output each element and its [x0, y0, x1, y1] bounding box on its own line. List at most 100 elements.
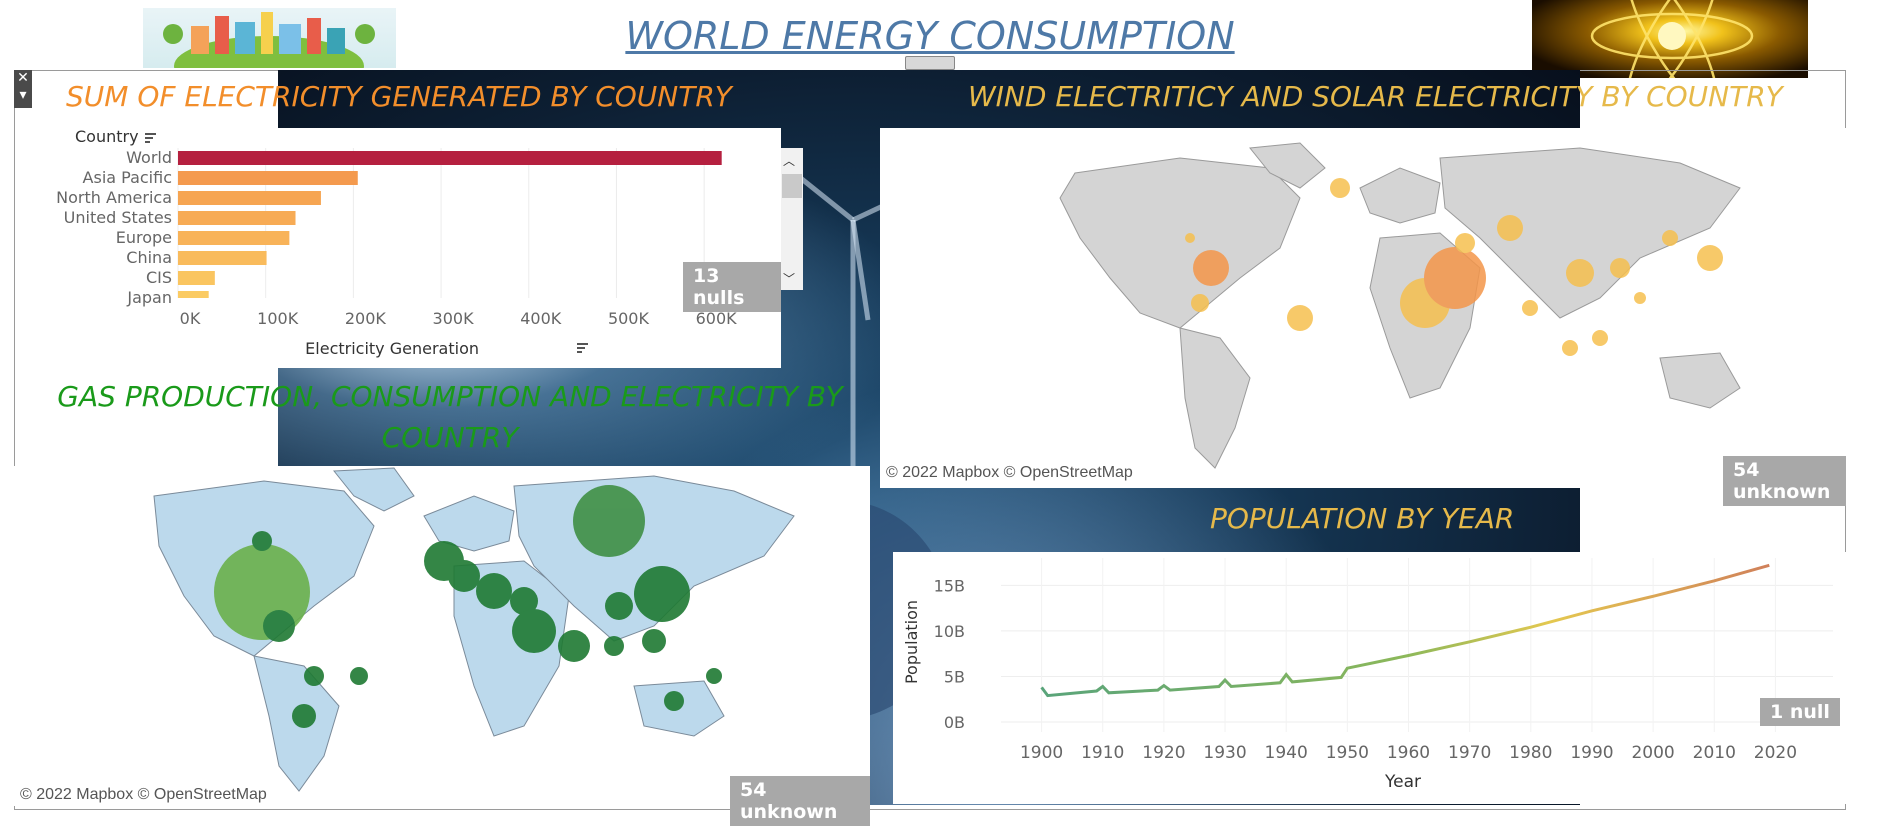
wind-solar-bubble[interactable] [1193, 250, 1229, 286]
wind-solar-bubble[interactable] [1697, 245, 1723, 271]
wind-solar-bubble[interactable] [1424, 247, 1486, 309]
bar[interactable] [178, 171, 358, 185]
wind-solar-bubble[interactable] [1497, 215, 1523, 241]
wind-solar-section-title: WIND ELECTRITICY AND SOLAR ELECTRICITY B… [968, 80, 1783, 113]
gas-bubble[interactable] [573, 485, 645, 557]
bar[interactable] [178, 151, 722, 165]
gas-bubble[interactable] [634, 566, 690, 622]
gas-bubble[interactable] [304, 666, 324, 686]
gas-bubble[interactable] [510, 587, 538, 615]
wind-solar-bubble[interactable] [1191, 294, 1209, 312]
population-x-tick-label: 1930 [1203, 743, 1246, 763]
nulls-badge[interactable]: 13 nulls [683, 262, 781, 312]
wind-solar-bubble[interactable] [1330, 178, 1350, 198]
gas-bubble[interactable] [263, 610, 295, 642]
wind-solar-bubble[interactable] [1592, 330, 1608, 346]
gas-bubble[interactable] [642, 629, 666, 653]
population-y-tick-label: 10B [934, 622, 965, 641]
bar-category-label: Japan [126, 288, 172, 307]
sort-icon[interactable] [577, 343, 588, 353]
unknown-badge[interactable]: 54 unknown [730, 776, 870, 826]
wind-solar-bubble[interactable] [1562, 340, 1578, 356]
population-line-chart-panel: 0B 5B 10B 15B 1900 1910 1920 1930 1940 1950 1960 1… [893, 552, 1846, 804]
scroll-thumb[interactable] [782, 174, 802, 198]
wind-solar-map[interactable] [880, 128, 1846, 488]
bar[interactable] [178, 231, 290, 245]
gas-map[interactable] [14, 466, 870, 806]
population-x-tick-label: 1960 [1387, 743, 1430, 763]
sort-icon[interactable] [145, 133, 156, 143]
scroll-up-icon[interactable]: ︿ [783, 154, 796, 168]
page-title: WORLD ENERGY CONSUMPTION [625, 14, 1235, 58]
wind-solar-map-panel: © 2022 Mapbox © OpenStreetMap 54 unknown [880, 128, 1846, 506]
gas-bubble[interactable] [512, 609, 556, 653]
wind-solar-bubble[interactable] [1455, 233, 1475, 253]
bar-category-label: China [126, 248, 172, 267]
population-y-tick-label: 0B [944, 713, 965, 732]
bar[interactable] [178, 191, 321, 205]
wind-solar-bubble[interactable] [1662, 230, 1678, 246]
electricity-section-title: SUM OF ELECTRICITY GENERATED BY COUNTRY [66, 80, 732, 113]
population-section-title: POPULATION BY YEAR [1210, 502, 1515, 535]
bar-category-label: Asia Pacific [83, 168, 172, 187]
scroll-down-icon[interactable]: ﹀ [783, 272, 796, 286]
wind-solar-bubble[interactable] [1634, 292, 1646, 304]
bar-x-axis-label: Electricity Generation [305, 339, 479, 358]
population-x-tick-label: 1940 [1265, 743, 1308, 763]
bar-x-tick-label: 400K [520, 309, 562, 328]
gas-bubble[interactable] [292, 704, 316, 728]
bar-x-tick-label: 600K [696, 309, 738, 328]
gas-bubble[interactable] [476, 573, 512, 609]
wind-solar-bubble[interactable] [1522, 300, 1538, 316]
population-x-axis-label: Year [1384, 772, 1421, 792]
bar-x-tick-label: 0K [180, 309, 201, 328]
gas-bubble[interactable] [252, 531, 272, 551]
wind-solar-bubble[interactable] [1566, 259, 1594, 287]
gas-map-panel: © 2022 Mapbox © OpenStreetMap 54 unknown [14, 466, 870, 826]
population-x-tick-label: 1910 [1081, 743, 1124, 763]
bar-y-axis-label: Country [75, 128, 139, 146]
electricity-bar-chart-panel: Country World Asia Pacific North America Un… [17, 127, 803, 368]
wind-solar-bubble[interactable] [1185, 233, 1195, 243]
gas-bubble[interactable] [558, 630, 590, 662]
bar[interactable] [178, 291, 209, 298]
bar-category-label: United States [64, 208, 172, 227]
bar-category-label: World [126, 148, 172, 167]
bar[interactable] [178, 251, 267, 265]
population-series-line[interactable] [1040, 563, 1770, 698]
bar[interactable] [178, 211, 296, 225]
population-x-tick-label: 1950 [1326, 743, 1369, 763]
wind-solar-bubble[interactable] [1287, 305, 1313, 331]
gas-bubble[interactable] [706, 668, 722, 684]
map-credit[interactable]: © 2022 Mapbox © OpenStreetMap [886, 464, 1133, 481]
gas-bubble[interactable] [350, 667, 368, 685]
bar-x-tick-label: 200K [345, 309, 387, 328]
bar-category-label: Europe [116, 228, 172, 247]
population-x-tick-label: 2020 [1754, 743, 1797, 763]
population-x-tick-label: 2000 [1631, 743, 1674, 763]
population-x-tick-label: 1980 [1509, 743, 1552, 763]
scrollbar[interactable]: ︿ ﹀ [781, 148, 803, 290]
gas-bubble[interactable] [664, 691, 684, 711]
bar-category-label: CIS [146, 268, 172, 287]
close-icon[interactable]: ✕ ▾ [14, 70, 32, 108]
atom-energy-logo [1532, 0, 1808, 78]
gas-bubble[interactable] [604, 636, 624, 656]
unknown-badge[interactable]: 54 unknown [1723, 456, 1846, 506]
gas-section-title: GAS PRODUCTION, CONSUMPTION AND ELECTRIC… [57, 380, 843, 454]
bar-x-tick-label: 300K [433, 309, 475, 328]
drag-handle[interactable] [905, 56, 955, 70]
bar-category-label: North America [56, 188, 172, 207]
population-x-tick-label: 2010 [1693, 743, 1736, 763]
bar[interactable] [178, 271, 215, 285]
population-line-chart: 0B 5B 10B 15B 1900 1910 1920 1930 1940 1950 1960 1… [902, 558, 1833, 792]
wind-solar-bubble[interactable] [1610, 258, 1630, 278]
nulls-badge[interactable]: 1 null [1760, 698, 1840, 726]
bar-x-tick-label: 100K [257, 309, 299, 328]
population-x-tick-label: 1920 [1142, 743, 1185, 763]
gas-bubble[interactable] [448, 560, 480, 592]
map-credit[interactable]: © 2022 Mapbox © OpenStreetMap [20, 786, 267, 803]
gas-bubble[interactable] [605, 592, 633, 620]
gas-bubble[interactable] [214, 544, 310, 640]
